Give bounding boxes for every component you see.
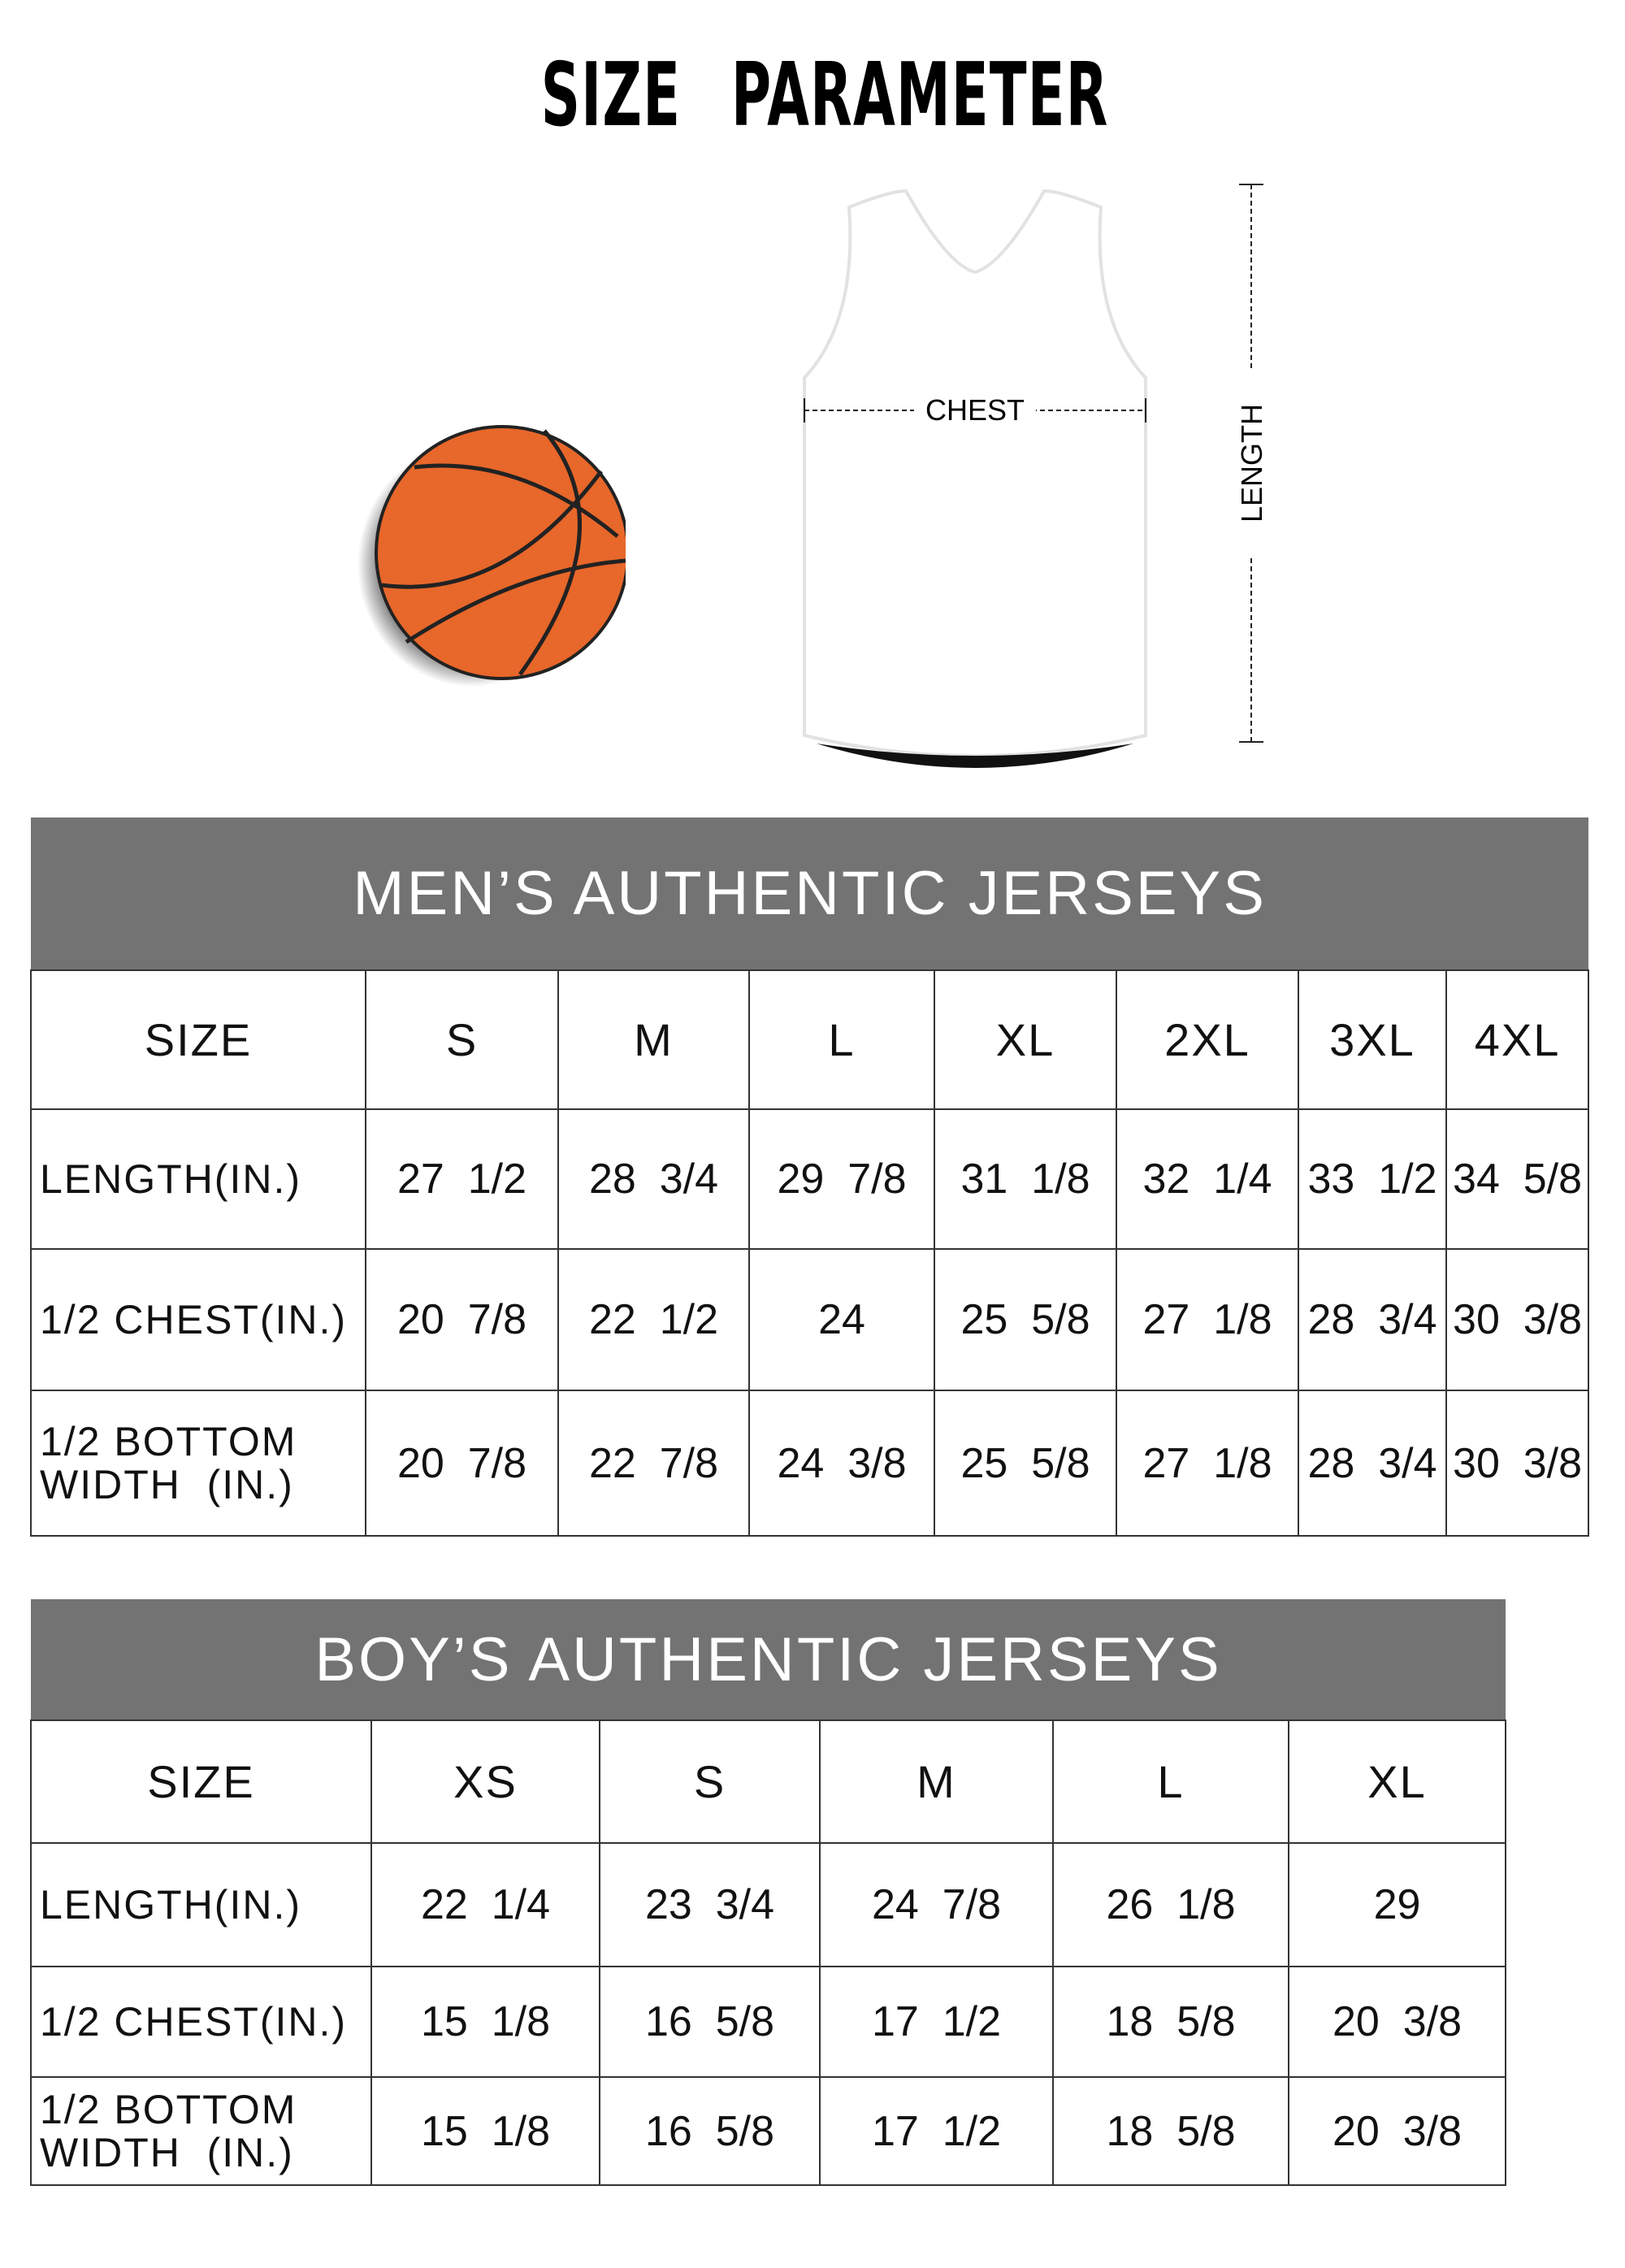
measurement-cell: 29 xyxy=(1287,1842,1507,1967)
measurement-cell: 30 3/8 xyxy=(1445,1248,1590,1391)
size-column-header: S xyxy=(599,1719,821,1844)
size-column-header: 4XL xyxy=(1445,969,1590,1110)
boy-table-title: BOY’S AUTHENTIC JERSEYS xyxy=(31,1599,1506,1720)
measurement-cell: 29 7/8 xyxy=(748,1108,935,1250)
jersey-diagram: CHEST xyxy=(803,189,1147,768)
page-title: SIZE PARAMETER xyxy=(540,45,1109,146)
chest-label: CHEST xyxy=(925,393,1025,427)
table-row: 1/2 BOTTOM WIDTH (IN.) 15 1/8 16 5/8 17 1/2… xyxy=(30,2076,1507,2186)
measurement-cell: 28 3/4 xyxy=(1298,1248,1447,1391)
measurement-cell: 16 5/8 xyxy=(599,1966,821,2078)
measurement-cell: 30 3/8 xyxy=(1445,1390,1590,1537)
table-row: LENGTH(IN.) 27 1/2 28 3/4 29 7/8 31 1/8 32 1/… xyxy=(30,1108,1590,1250)
row-label: LENGTH(IN.) xyxy=(30,1108,366,1250)
length-label: LENGTH xyxy=(1235,404,1268,523)
size-column-header: L xyxy=(748,969,935,1110)
measurement-cell: 28 3/4 xyxy=(557,1108,750,1250)
measurement-cell: 18 5/8 xyxy=(1052,2076,1289,2186)
table-row: 1/2 BOTTOM WIDTH (IN.) 20 7/8 22 7/8 24 3/8… xyxy=(30,1390,1590,1537)
row-label: 1/2 BOTTOM WIDTH (IN.) xyxy=(30,2076,372,2186)
measurement-cell: 24 3/8 xyxy=(748,1390,935,1537)
measurement-cell: 22 7/8 xyxy=(557,1390,750,1537)
measurement-cell: 17 1/2 xyxy=(819,2076,1054,2186)
size-column-header: M xyxy=(819,1719,1054,1844)
size-column-header: L xyxy=(1052,1719,1289,1844)
measurement-cell: 15 1/8 xyxy=(370,1966,600,2078)
row-label: 1/2 BOTTOM WIDTH (IN.) xyxy=(30,1390,366,1537)
measurement-cell: 34 5/8 xyxy=(1445,1108,1590,1250)
measurement-cell: 25 5/8 xyxy=(934,1390,1117,1537)
measurement-cell: 20 3/8 xyxy=(1287,1966,1507,2078)
size-column-header: M xyxy=(557,969,750,1110)
measurement-cell: 32 1/4 xyxy=(1116,1108,1299,1250)
size-column-header: XL xyxy=(1287,1719,1507,1844)
measurement-cell: 25 5/8 xyxy=(934,1248,1117,1391)
measurement-cell: 27 1/8 xyxy=(1116,1390,1299,1537)
measurement-cell: 18 5/8 xyxy=(1052,1966,1289,2078)
boy-size-table: BOY’S AUTHENTIC JERSEYS SIZE XS S M L XL LENGTH… xyxy=(30,1599,1507,2186)
measurement-cell: 20 7/8 xyxy=(365,1390,559,1537)
size-label: SIZE xyxy=(30,969,366,1110)
row-label: 1/2 CHEST(IN.) xyxy=(30,1966,372,2078)
men-size-table: MEN’S AUTHENTIC JERSEYS SIZE S M L XL 2XL 3XL 4X… xyxy=(30,817,1590,1537)
table-row: 1/2 CHEST(IN.) 20 7/8 22 1/2 24 25 5/8 27 1/8… xyxy=(30,1248,1590,1391)
table-row: 1/2 CHEST(IN.) 15 1/8 16 5/8 17 1/2 18 5/8 20… xyxy=(30,1966,1507,2078)
size-header-row: SIZE S M L XL 2XL 3XL 4XL xyxy=(30,969,1590,1110)
measurement-cell: 15 1/8 xyxy=(370,2076,600,2186)
measurement-cell: 20 7/8 xyxy=(365,1248,559,1391)
row-label: LENGTH(IN.) xyxy=(30,1842,372,1967)
measurement-cell: 27 1/2 xyxy=(365,1108,559,1250)
measurement-cell: 27 1/8 xyxy=(1116,1248,1299,1391)
measurement-cell: 16 5/8 xyxy=(599,2076,821,2186)
measurement-cell: 20 3/8 xyxy=(1287,2076,1507,2186)
measurement-cell: 31 1/8 xyxy=(934,1108,1117,1250)
size-column-header: 2XL xyxy=(1116,969,1299,1110)
size-label: SIZE xyxy=(30,1719,372,1844)
table-row: LENGTH(IN.) 22 1/4 23 3/4 24 7/8 26 1/8 29 xyxy=(30,1842,1507,1967)
length-indicator: LENGTH xyxy=(1235,184,1268,743)
size-column-header: 3XL xyxy=(1298,969,1447,1110)
measurement-cell: 33 1/2 xyxy=(1298,1108,1447,1250)
size-column-header: S xyxy=(365,969,559,1110)
size-column-header: XL xyxy=(934,969,1117,1110)
measurement-cell: 22 1/2 xyxy=(557,1248,750,1391)
basketball-icon xyxy=(358,425,626,687)
measurement-cell: 24 7/8 xyxy=(819,1842,1054,1967)
size-column-header: XS xyxy=(370,1719,600,1844)
measurement-cell: 24 xyxy=(748,1248,935,1391)
measurement-cell: 22 1/4 xyxy=(370,1842,600,1967)
measurement-cell: 17 1/2 xyxy=(819,1966,1054,2078)
measurement-cell: 23 3/4 xyxy=(599,1842,821,1967)
men-table-title: MEN’S AUTHENTIC JERSEYS xyxy=(31,817,1589,970)
row-label: 1/2 CHEST(IN.) xyxy=(30,1248,366,1391)
size-header-row: SIZE XS S M L XL xyxy=(30,1719,1507,1844)
measurement-cell: 28 3/4 xyxy=(1298,1390,1447,1537)
measurement-cell: 26 1/8 xyxy=(1052,1842,1289,1967)
